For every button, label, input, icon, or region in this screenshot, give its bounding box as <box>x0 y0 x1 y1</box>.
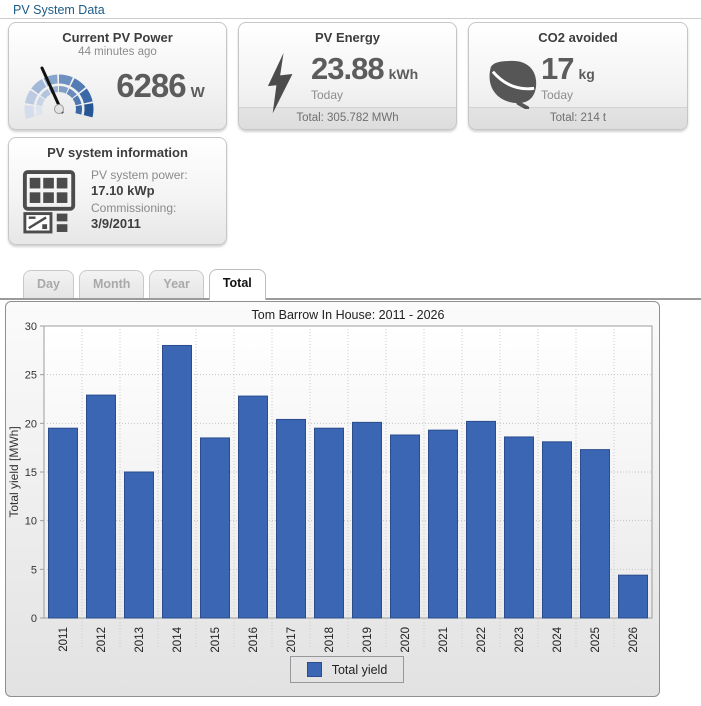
x-tick-label: 2012 <box>96 627 108 653</box>
svg-text:10: 10 <box>25 516 37 528</box>
svg-text:30: 30 <box>25 321 37 333</box>
y-axis-label: Total yield [MWh] <box>7 426 21 517</box>
card-title: PV Energy <box>314 30 381 45</box>
bar-2017[interactable] <box>276 418 306 619</box>
x-tick-label: 2016 <box>248 627 260 653</box>
pv-energy-card: PV Energy 23.88 kWh Today Total: 305.782 … <box>238 22 457 130</box>
x-tick-label: 2021 <box>438 627 450 653</box>
lightning-icon <box>267 53 293 114</box>
pv-system-data-link[interactable]: PV System Data <box>13 3 105 17</box>
bar-2019[interactable] <box>352 421 382 619</box>
system-power-label: PV system power: <box>91 168 188 182</box>
x-tick-label: 2025 <box>590 627 602 653</box>
x-tick-label: 2020 <box>400 627 412 653</box>
commissioning-label: Commissioning: <box>91 201 177 215</box>
chart-area: 0 5 10 15 20 25 30 2011 2012 2013 2014 2015 2016 2017… <box>7 306 658 660</box>
chart-title: Tom Barrow In House: 2011 - 2026 <box>252 308 445 322</box>
bar-2021[interactable] <box>428 429 458 619</box>
energy-value: 23.88 <box>311 51 385 86</box>
x-tick-label: 2018 <box>324 627 336 653</box>
x-tick-label: 2011 <box>58 627 70 652</box>
total-yield-chart-panel: 0 5 10 15 20 25 30 2011 2012 2013 2014 2015 2016 2017… <box>5 301 660 697</box>
x-tick-label: 2019 <box>362 627 374 653</box>
svg-text:5: 5 <box>31 564 37 576</box>
bar-2022[interactable] <box>466 420 496 619</box>
x-tick-label: 2022 <box>476 627 488 653</box>
svg-text:0: 0 <box>31 613 37 625</box>
card-title: CO2 avoided <box>538 30 618 45</box>
svg-text:15: 15 <box>25 467 37 479</box>
chart-legend: Total yield <box>289 656 405 683</box>
pv-system-information-card: PV system information PV system power: 1… <box>8 137 227 245</box>
co2-total: Total: 214 t <box>469 107 687 129</box>
bar-2020[interactable] <box>390 434 420 619</box>
x-tick-label: 2015 <box>210 627 222 653</box>
energy-period: Today <box>311 88 344 102</box>
bar-2024[interactable] <box>542 441 572 619</box>
system-power-value: 17.10 kWp <box>91 183 155 198</box>
co2-period: Today <box>541 88 574 102</box>
commissioning-value: 3/9/2011 <box>91 216 141 231</box>
bar-2026[interactable] <box>618 574 648 619</box>
bar-2015[interactable] <box>200 437 230 619</box>
current-pv-power-card: Current PV Power 44 minutes ago 6286 W <box>8 22 227 130</box>
leaf-icon <box>489 60 537 110</box>
tab-total[interactable]: Total <box>208 269 266 300</box>
co2-avoided-card: CO2 avoided 17 kg Today Total: 214 t <box>468 22 688 130</box>
co2-unit: kg <box>578 66 595 82</box>
x-tick-label: 2026 <box>628 627 640 653</box>
energy-unit: kWh <box>388 66 419 82</box>
bar-2011[interactable] <box>48 427 78 619</box>
legend-label: Total yield <box>331 662 388 677</box>
header-divider <box>0 18 701 19</box>
svg-text:20: 20 <box>25 418 37 430</box>
power-value: 6286 <box>116 67 186 104</box>
bar-2012[interactable] <box>86 394 116 619</box>
legend-swatch <box>306 662 322 677</box>
bar-2014[interactable] <box>162 344 192 619</box>
bar-2016[interactable] <box>238 395 268 619</box>
bar-2025[interactable] <box>580 449 610 619</box>
bar-2013[interactable] <box>124 471 154 619</box>
x-tick-label: 2013 <box>134 627 146 653</box>
card-subtitle: 44 minutes ago <box>78 46 157 58</box>
energy-total: Total: 305.782 MWh <box>239 107 456 129</box>
tab-day[interactable]: Day <box>23 270 74 298</box>
tab-year[interactable]: Year <box>149 270 204 298</box>
co2-value: 17 <box>541 51 574 86</box>
chart-tabs: Day Month Year Total <box>0 269 701 300</box>
x-tick-label: 2017 <box>286 627 298 653</box>
bar-2018[interactable] <box>314 427 344 619</box>
solar-panel-icon <box>22 170 76 234</box>
gauge-icon <box>24 66 94 120</box>
x-tick-label: 2024 <box>552 626 564 652</box>
tab-month[interactable]: Month <box>78 270 145 298</box>
card-title: Current PV Power <box>62 30 173 45</box>
card-title: PV system information <box>47 145 188 160</box>
bar-2023[interactable] <box>504 436 534 619</box>
x-tick-label: 2014 <box>172 626 184 652</box>
power-unit: W <box>190 84 205 101</box>
x-tick-label: 2023 <box>514 627 526 653</box>
svg-text:25: 25 <box>25 370 37 382</box>
